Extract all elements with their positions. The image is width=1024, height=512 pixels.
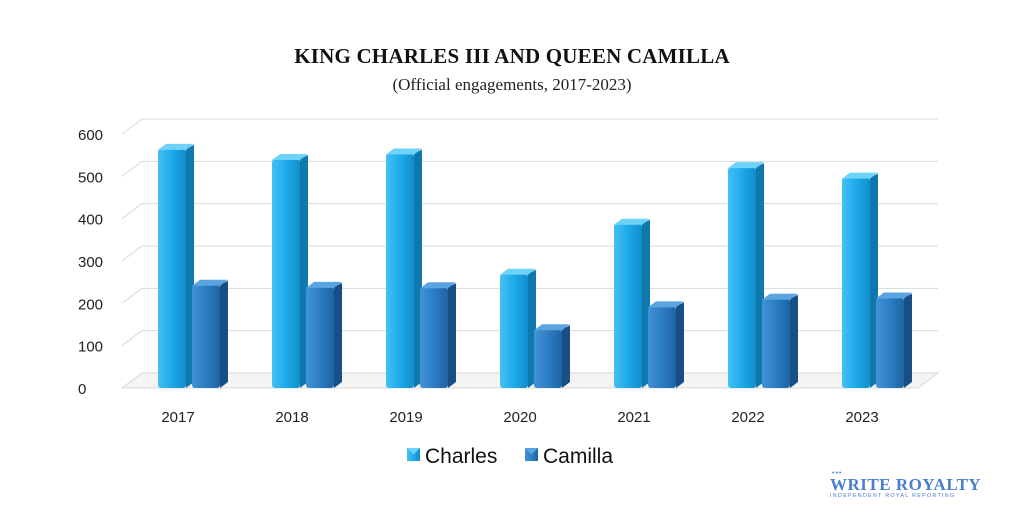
legend: Charles Camilla bbox=[407, 445, 613, 468]
chart-title: KING CHARLES III AND QUEEN CAMILLA bbox=[294, 44, 730, 68]
x-tick-label: 2019 bbox=[389, 409, 422, 426]
bar-camilla-2020 bbox=[534, 324, 570, 388]
bar-camilla-2019 bbox=[420, 282, 456, 388]
y-tick-label: 500 bbox=[78, 169, 103, 186]
bar-charles-2023 bbox=[842, 172, 878, 388]
bar-charles-2017 bbox=[158, 143, 194, 388]
legend-label: Charles bbox=[425, 445, 497, 468]
bar-charles-2018 bbox=[272, 154, 308, 388]
x-tick-label: 2023 bbox=[845, 409, 878, 426]
crown-icon: ••• bbox=[832, 470, 843, 477]
write-royalty-logo: ••• WRITE ROYALTY INDEPENDENT ROYAL REPO… bbox=[830, 470, 990, 499]
bar-charles-2022 bbox=[728, 162, 764, 388]
y-tick-label: 200 bbox=[78, 296, 103, 313]
gridline-depth bbox=[121, 160, 143, 177]
y-tick-label: 300 bbox=[78, 254, 103, 271]
legend-item-charles: Charles bbox=[407, 445, 497, 468]
axis-labels: 0 100 200 300 400 500 600 2017 2018 2019 2020 2021 2… bbox=[78, 127, 879, 426]
x-tick-label: 2020 bbox=[503, 409, 536, 426]
gridline-depth bbox=[121, 245, 143, 262]
bar-charles-2020 bbox=[500, 268, 536, 388]
gridline-depth bbox=[121, 287, 143, 304]
bar-charles-2019 bbox=[386, 148, 422, 388]
bars bbox=[158, 143, 912, 388]
gridline-depth bbox=[121, 203, 143, 220]
bar-camilla-2018 bbox=[306, 281, 342, 388]
gridline-depth bbox=[121, 330, 143, 347]
y-tick-label: 100 bbox=[78, 339, 103, 356]
bar-camilla-2023 bbox=[876, 292, 912, 388]
x-tick-label: 2018 bbox=[275, 409, 308, 426]
y-tick-label: 400 bbox=[78, 212, 103, 229]
bar-camilla-2021 bbox=[648, 301, 684, 388]
bar-camilla-2022 bbox=[762, 293, 798, 388]
logo-tagline: INDEPENDENT ROYAL REPORTING bbox=[830, 493, 956, 499]
legend-item-camilla: Camilla bbox=[525, 445, 613, 468]
chart-subtitle: (Official engagements, 2017-2023) bbox=[392, 75, 632, 94]
legend-label: Camilla bbox=[543, 445, 613, 468]
x-tick-label: 2022 bbox=[731, 409, 764, 426]
gridline-depth bbox=[121, 118, 143, 135]
logo-text: WRITE ROYALTY bbox=[830, 475, 982, 494]
y-tick-label: 600 bbox=[78, 127, 103, 144]
bar-charles-2021 bbox=[614, 218, 650, 388]
bar-camilla-2017 bbox=[192, 279, 228, 388]
x-tick-label: 2021 bbox=[617, 409, 650, 426]
x-tick-label: 2017 bbox=[161, 409, 194, 426]
y-tick-label: 0 bbox=[78, 381, 86, 398]
